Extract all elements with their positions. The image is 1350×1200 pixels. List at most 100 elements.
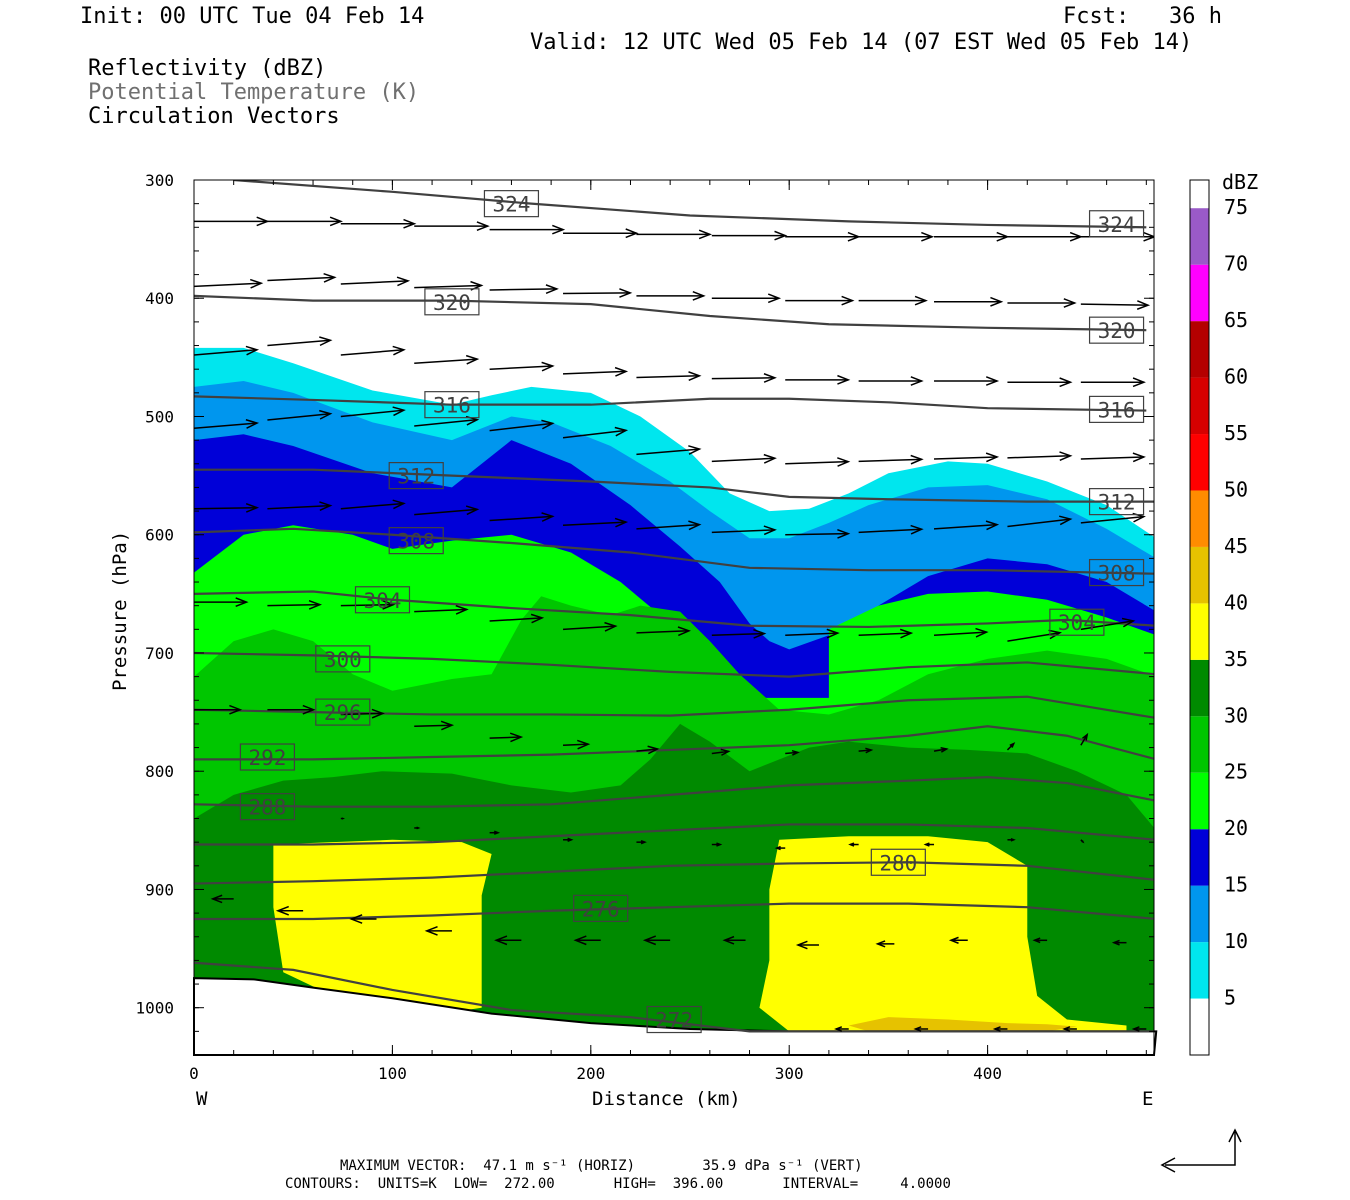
vector-arrow-93	[489, 830, 501, 835]
vector-arrow-3	[414, 221, 490, 232]
svg-text:304: 304	[364, 589, 402, 613]
vector-arrow-24	[1007, 298, 1077, 308]
vector-arrow-40	[267, 409, 333, 421]
vector-arrow-107	[494, 935, 522, 946]
vector-arrow-52	[194, 502, 260, 513]
contour-label-320-0: 320	[424, 288, 480, 316]
vector-arrow-119	[1062, 1026, 1077, 1032]
y-tick-label-400: 400	[145, 289, 174, 308]
colorbar-swatch-2	[1190, 829, 1209, 886]
x-tick-label-200: 200	[576, 1064, 605, 1083]
svg-text:296: 296	[324, 701, 362, 725]
vector-arrow-88	[933, 747, 949, 753]
vector-arrow-15	[340, 276, 411, 287]
vector-arrow-54	[340, 499, 406, 510]
vector-arrow-84	[636, 745, 660, 755]
vector-arrow-34	[785, 374, 851, 385]
colorbar-swatch-12	[1190, 264, 1209, 322]
svg-text:304: 304	[1058, 611, 1096, 635]
contour-label-312-1: 312	[1088, 488, 1145, 516]
vector-arrow-26	[194, 345, 260, 356]
vector-arrow-43	[489, 419, 555, 432]
theta-contours	[194, 180, 1154, 1033]
vector-arrow-6	[636, 229, 713, 240]
vector-arrow-71	[636, 626, 691, 637]
colorbar-swatch-7	[1190, 546, 1209, 604]
vector-arrow-117	[913, 1026, 929, 1032]
theta-contour-308	[194, 527, 1154, 575]
circulation-vectors	[194, 216, 1158, 1032]
vector-arrow-89	[1006, 742, 1016, 751]
theta-contour-280	[194, 861, 1154, 885]
vector-arrow-58	[636, 520, 702, 531]
vector-arrow-112	[875, 940, 895, 948]
theta-contour-316	[194, 395, 1147, 412]
colorbar-swatch-6	[1190, 603, 1209, 660]
contour-label-324-0: 324	[483, 190, 540, 218]
vector-arrow-100	[1007, 837, 1016, 842]
vector-arrow-0	[194, 216, 270, 227]
vector-arrow-29	[414, 354, 480, 365]
vector-arrow-38	[1080, 377, 1146, 388]
vector-arrow-118	[992, 1026, 1008, 1032]
svg-text:320: 320	[1098, 319, 1136, 343]
vector-arrow-94	[563, 837, 574, 842]
colorbar-label-50: 50	[1224, 477, 1248, 501]
vector-arrow-45	[636, 445, 702, 456]
svg-text:320: 320	[433, 291, 471, 315]
contour-label-308-1: 308	[1088, 558, 1145, 587]
contour-label-312-0: 312	[388, 462, 444, 490]
vector-arrow-30	[489, 361, 555, 372]
y-tick-label-800: 800	[145, 762, 174, 781]
vector-arrow-19	[636, 290, 706, 301]
colorbar-label-30: 30	[1224, 703, 1248, 727]
contour-label-292-0: 292	[239, 743, 296, 771]
contour-label-316-0: 316	[424, 391, 480, 419]
theta-contour-320	[194, 294, 1147, 332]
colorbar-swatch-4	[1190, 716, 1209, 773]
vector-arrow-21	[785, 295, 855, 306]
vector-arrow-41	[340, 406, 406, 418]
vector-arrow-70	[562, 621, 618, 632]
colorbar-label-10: 10	[1224, 929, 1248, 953]
vector-arrow-60	[785, 528, 851, 539]
init-time: Init: 00 UTC Tue 04 Feb 14	[80, 4, 425, 29]
vector-arrow-101	[1080, 839, 1085, 844]
vector-arrow-7	[711, 230, 788, 241]
vector-arrow-85	[711, 748, 731, 756]
vector-arrow-50	[1007, 451, 1073, 462]
vector-arrow-80	[340, 708, 385, 719]
vector-arrow-79	[267, 704, 316, 715]
vector-arrow-78	[194, 704, 243, 715]
vector-arrow-4	[489, 224, 566, 235]
vector-arrow-17	[489, 284, 559, 294]
vector-arrow-74	[858, 628, 914, 639]
x-tick-label-400: 400	[973, 1064, 1002, 1083]
vector-arrow-65	[194, 597, 249, 608]
reflectivity-band-35dbz-7	[759, 836, 1127, 1032]
vector-arrow-2	[340, 218, 417, 229]
vector-arrow-14	[267, 272, 337, 283]
field-potential-temperature: Potential Temperature (K)	[88, 80, 420, 105]
theta-contour-304	[194, 590, 1154, 629]
colorbar-label-25: 25	[1224, 760, 1248, 784]
vector-arrow-9	[858, 231, 935, 242]
vector-arrow-104	[275, 905, 304, 916]
east-label: E	[1142, 1088, 1154, 1110]
svg-text:324: 324	[492, 193, 530, 217]
vector-arrow-115	[1111, 939, 1127, 946]
vector-arrow-66	[267, 599, 322, 610]
colorbar-swatch-5	[1190, 659, 1209, 717]
colorbar-label-55: 55	[1224, 421, 1248, 445]
vector-arrow-55	[414, 505, 480, 516]
vector-arrow-61	[858, 524, 924, 535]
svg-text:312: 312	[1098, 491, 1136, 515]
svg-text:276: 276	[582, 897, 620, 921]
vector-arrow-120	[1131, 1026, 1147, 1032]
svg-text:308: 308	[1098, 562, 1136, 586]
vector-arrow-81	[414, 720, 455, 731]
contour-label-280-0: 280	[870, 848, 926, 876]
vector-arrow-102	[1156, 840, 1158, 842]
theta-contour-292	[194, 725, 1154, 761]
vector-arrow-103	[210, 894, 234, 904]
